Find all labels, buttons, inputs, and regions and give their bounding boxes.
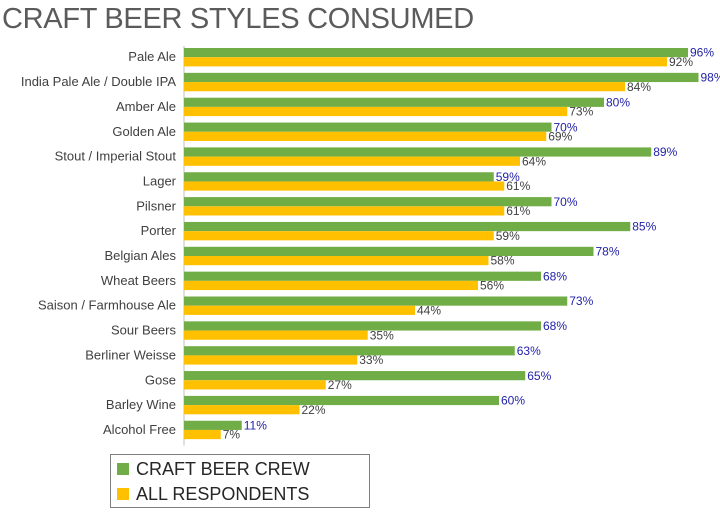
- data-label: 61%: [506, 204, 530, 218]
- data-label: 22%: [302, 403, 326, 417]
- data-label: 64%: [522, 154, 546, 168]
- category-label: Golden Ale: [112, 124, 176, 139]
- bar-craft-beer-crew: [184, 147, 652, 157]
- data-label: 73%: [569, 105, 593, 119]
- category-label: Gose: [145, 372, 176, 387]
- data-label: 68%: [543, 319, 567, 333]
- legend-swatch-yellow: [117, 488, 129, 500]
- bar-craft-beer-crew: [184, 48, 688, 58]
- bar-craft-beer-crew: [184, 197, 552, 207]
- bar-all-respondents: [184, 330, 368, 340]
- category-label: Alcohol Free: [103, 422, 176, 437]
- category-label: Pilsner: [136, 198, 176, 213]
- bar-all-respondents: [184, 231, 494, 241]
- bar-craft-beer-crew: [184, 271, 541, 281]
- data-label: 59%: [496, 229, 520, 243]
- bar-all-respondents: [184, 355, 358, 365]
- data-label: 80%: [606, 95, 630, 109]
- bar-all-respondents: [184, 156, 520, 166]
- bar-all-respondents: [184, 405, 300, 415]
- data-label: 60%: [501, 394, 525, 408]
- category-label: Sour Beers: [111, 323, 177, 338]
- data-label: 35%: [370, 328, 394, 342]
- bar-craft-beer-crew: [184, 346, 515, 356]
- legend-swatch-green: [117, 463, 129, 475]
- data-label: 70%: [554, 195, 578, 209]
- bar-all-respondents: [184, 57, 667, 67]
- data-label: 85%: [632, 220, 656, 234]
- chart-legend: CRAFT BEER CREW ALL RESPONDENTS: [110, 454, 370, 508]
- bar-all-respondents: [184, 206, 505, 216]
- category-label: Porter: [141, 223, 177, 238]
- data-label: 11%: [244, 418, 267, 432]
- data-label: 33%: [359, 353, 383, 367]
- category-label: Saison / Farmhouse Ale: [38, 298, 176, 313]
- bar-craft-beer-crew: [184, 420, 242, 430]
- data-label: 44%: [417, 303, 441, 317]
- bar-craft-beer-crew: [184, 172, 494, 182]
- data-label: 84%: [627, 80, 651, 94]
- bar-craft-beer-crew: [184, 296, 568, 306]
- data-label: 98%: [701, 71, 720, 85]
- bar-all-respondents: [184, 429, 221, 440]
- data-label: 63%: [517, 344, 541, 358]
- data-label: 73%: [569, 294, 593, 308]
- category-label: India Pale Ale / Double IPA: [21, 74, 176, 89]
- bar-craft-beer-crew: [184, 72, 699, 83]
- data-label: 96%: [690, 46, 714, 60]
- bar-craft-beer-crew: [184, 395, 499, 406]
- bar-all-respondents: [184, 181, 505, 191]
- bar-all-respondents: [184, 380, 326, 390]
- bar-craft-beer-crew: [184, 371, 526, 381]
- data-label: 89%: [653, 145, 677, 159]
- category-label: Wheat Beers: [101, 273, 177, 288]
- data-label: 61%: [506, 179, 530, 193]
- category-label: Pale Ale: [128, 49, 176, 64]
- bar-all-respondents: [184, 305, 415, 315]
- category-label: Amber Ale: [116, 99, 176, 114]
- legend-label: ALL RESPONDENTS: [136, 483, 310, 504]
- bar-craft-beer-crew: [184, 246, 594, 256]
- legend-label: CRAFT BEER CREW: [136, 458, 310, 479]
- data-label: 78%: [596, 245, 620, 259]
- chart-title: CRAFT BEER STYLES CONSUMED: [2, 3, 474, 35]
- data-label: 68%: [543, 269, 567, 283]
- data-label: 59%: [496, 170, 520, 184]
- bar-all-respondents: [184, 131, 547, 141]
- data-label: 58%: [491, 254, 515, 268]
- data-label: 70%: [554, 120, 578, 134]
- category-label: Barley Wine: [106, 397, 176, 412]
- category-label: Lager: [143, 173, 177, 188]
- data-label: 65%: [527, 369, 551, 383]
- data-label: 69%: [548, 129, 572, 143]
- bar-all-respondents: [184, 256, 489, 266]
- bar-craft-beer-crew: [184, 221, 631, 232]
- data-label: 92%: [669, 55, 693, 69]
- data-label: 56%: [480, 279, 504, 293]
- bar-all-respondents: [184, 106, 568, 117]
- data-label: 27%: [328, 378, 352, 392]
- category-label: Stout / Imperial Stout: [55, 149, 177, 164]
- category-label: Berliner Weisse: [85, 347, 176, 362]
- category-label: Belgian Ales: [104, 248, 176, 263]
- bar-all-respondents: [184, 82, 625, 92]
- legend-item-all-respondents: ALL RESPONDENTS: [117, 482, 309, 506]
- data-label: 7%: [223, 428, 241, 442]
- legend-item-craft-beer-crew: CRAFT BEER CREW: [117, 457, 310, 481]
- bar-craft-beer-crew: [184, 97, 604, 107]
- bar-craft-beer-crew: [184, 321, 541, 331]
- bar-all-respondents: [184, 280, 478, 291]
- bar-craft-beer-crew: [184, 122, 552, 132]
